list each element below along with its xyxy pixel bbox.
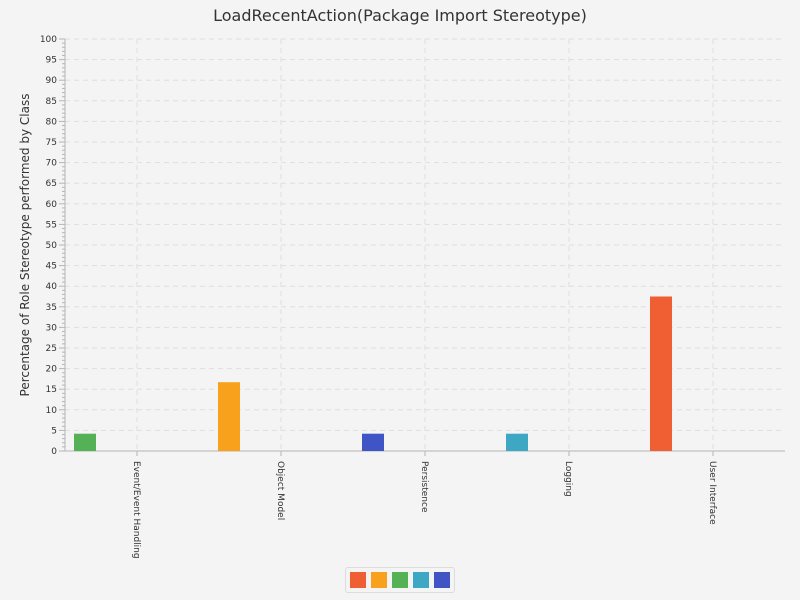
y-tick-label: 80 xyxy=(46,117,58,127)
bars xyxy=(74,296,672,451)
x-category-label: Object Model xyxy=(275,461,285,520)
labels: 0 5 10 15 20 25 30 35 40 45 50 55 60 65 70 75 80 85 90 95 10… xyxy=(40,35,717,559)
legend-swatch xyxy=(371,572,387,588)
bar xyxy=(362,433,384,451)
axes xyxy=(59,38,785,456)
y-tick-label: 100 xyxy=(40,35,57,45)
y-tick-label: 10 xyxy=(46,406,58,416)
bar xyxy=(506,433,528,451)
legend-swatch xyxy=(413,572,429,588)
y-tick-label: 15 xyxy=(46,385,57,395)
x-category-label: User Interface xyxy=(707,461,717,525)
y-tick-label: 50 xyxy=(46,241,58,251)
legend-swatch xyxy=(392,572,408,588)
y-tick-label: 35 xyxy=(46,303,57,313)
x-category-label: Persistence xyxy=(419,461,429,513)
x-category-label: Logging xyxy=(563,461,573,497)
bar xyxy=(74,433,96,451)
y-tick-label: 25 xyxy=(46,344,57,354)
y-tick-label: 65 xyxy=(46,179,57,189)
y-tick-label: 75 xyxy=(46,138,57,148)
y-tick-label: 5 xyxy=(51,426,57,436)
y-axis-title: Percentage of Role Stereotype performed … xyxy=(18,94,32,397)
y-tick-label: 95 xyxy=(46,56,57,66)
legend xyxy=(345,567,455,593)
y-tick-label: 55 xyxy=(46,220,57,230)
y-tick-label: 45 xyxy=(46,262,57,272)
bar xyxy=(650,296,672,451)
y-tick-label: 85 xyxy=(46,97,57,107)
bar xyxy=(218,382,240,451)
grid-lines xyxy=(65,38,785,451)
y-tick-label: 40 xyxy=(46,282,58,292)
legend-swatch xyxy=(434,572,450,588)
y-tick-label: 60 xyxy=(46,200,58,210)
chart-title: LoadRecentAction(Package Import Stereoty… xyxy=(213,6,587,25)
y-tick-label: 20 xyxy=(46,365,58,375)
y-tick-label: 30 xyxy=(46,323,58,333)
y-tick-label: 0 xyxy=(51,447,57,457)
x-category-label: Event/Event Handling xyxy=(131,461,141,559)
y-tick-label: 70 xyxy=(46,159,58,169)
y-tick-label: 90 xyxy=(46,76,58,86)
legend-swatch xyxy=(350,572,366,588)
